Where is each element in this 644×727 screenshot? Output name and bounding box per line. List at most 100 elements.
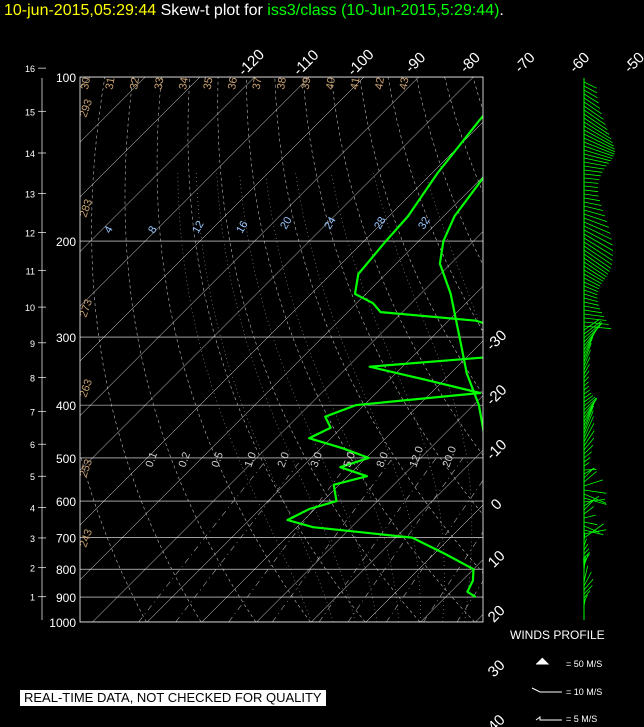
wind-barb [583,451,592,459]
wind-barb [583,514,596,519]
title-plot-label: Skew-t plot for [160,2,263,19]
isotherm-line [92,231,483,622]
wind-barb [583,145,614,157]
wind-barb [583,245,613,265]
plot-frame [79,76,484,623]
temp-tick-label-top: -80 [457,49,484,76]
wind-barb [583,137,615,153]
wind-barb [583,213,608,222]
mixing-ratio-label: 8.0 [375,451,392,469]
wind-barb [583,405,594,431]
dry-adiabat-line [359,77,483,395]
moist-adiabat-line [216,172,356,622]
wind-barb [583,257,609,275]
title-source: iss3/class (10-Jun-2015,5:29:44) [267,2,500,19]
dry-adiabat-label: 423 [373,70,388,90]
wind-barb [583,185,598,188]
wind-barb [583,578,594,591]
wind-barb [583,181,599,184]
height-tick-label: 2 [30,564,35,574]
dry-adiabat-line [331,77,483,456]
temp-tick-label-top: -100 [344,46,377,79]
wind-barb [583,471,597,483]
temp-tick-label-top: -70 [511,49,538,76]
mixing-ratio-label: 2.0 [276,451,293,469]
height-tick-label: 9 [30,339,35,349]
wind-barb [583,273,602,284]
wind-barb [583,113,608,131]
dry-adiabat-line [156,77,311,622]
wind-barb [583,437,595,451]
dry-adiabat-label: 343 [177,70,192,90]
pressure-tick-label: 500 [56,452,76,466]
wind-barb [583,281,599,290]
wind-barb [583,261,607,278]
wind-barb [583,538,587,547]
temp-tick-label-top: -110 [290,47,322,79]
dry-adiabat-line [302,77,483,516]
winds-profile-label: WINDS PROFILE [510,628,605,642]
dry-adiabat-line [558,77,644,622]
height-tick-label: 15 [25,107,35,117]
isotherm-line [80,77,201,198]
wind-barb [583,141,615,155]
wind-barb [583,521,598,526]
isotherm-line [80,77,365,362]
wind-barb [583,105,604,120]
isotherm-line [80,77,419,417]
wind-barb [583,529,607,535]
moist-adiabat-label: 32 [416,215,433,232]
temp-tick-label-right: -20 [483,382,510,409]
isotherm-line [640,77,644,622]
dry-adiabat-line [501,77,644,622]
wind-barb [583,193,599,197]
wind-barb [583,201,602,206]
wind-barb [583,532,586,543]
dry-adiabat-line [246,77,475,622]
mixing-ratio-line [456,580,483,622]
temp-tick-label-right: 0 [488,496,506,514]
dry-adiabat-line [91,77,202,622]
height-tick-label: 1 [30,593,35,603]
wind-barb [583,129,614,147]
mixing-ratio-line [272,457,394,622]
temp-tick-label-right: -10 [483,436,510,463]
isotherm-line [147,285,483,622]
wind-legend-5-symbol [535,716,562,721]
moist-adiabat-line [330,172,445,622]
wind-barb [583,565,589,583]
wind-barb [583,343,592,363]
moist-adiabat-label: 12 [190,219,207,236]
temp-tick-label-top: -50 [621,49,644,76]
wind-barb [583,499,605,503]
wind-barb [583,305,601,310]
moist-adiabat-line [295,172,422,622]
height-tick-label: 7 [30,407,35,417]
wind-barb [583,585,593,595]
mixing-ratio-line [347,457,464,622]
dry-adiabat-line [217,77,421,622]
wind-barb [583,177,600,180]
temp-tick-label-right: 40 [485,712,509,727]
dry-adiabat-label: 373 [251,70,266,90]
wind-barb [583,221,611,234]
mixing-ratio-line [386,479,483,622]
title-period: . [499,2,504,19]
isotherm-line [475,614,483,622]
moist-adiabat-label: 8 [146,224,159,235]
temp-tick-label-top: -60 [566,49,593,76]
height-tick-label: 14 [25,149,35,159]
moist-adiabat-label: 28 [372,215,389,232]
moist-adiabat-line [373,172,473,622]
isotherm-line [80,77,91,88]
dry-adiabat-label: 323 [128,70,143,90]
pressure-tick-label: 900 [56,591,76,605]
wind-barb [583,289,598,296]
temp-tick-label-top: -90 [402,49,429,76]
wind-barb [583,543,589,551]
moist-adiabat-label: 20 [278,215,295,232]
wind-barb [583,133,615,150]
height-tick-label: 8 [30,374,35,384]
mixing-ratio-label: 0.5 [210,451,227,469]
